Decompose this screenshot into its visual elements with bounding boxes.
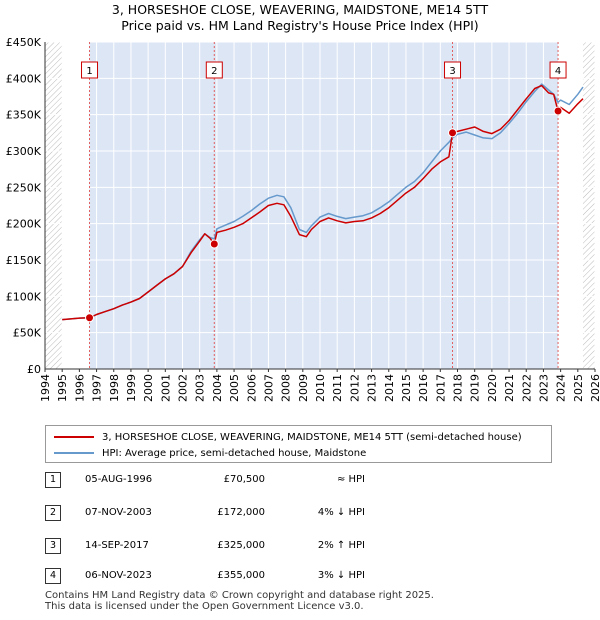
y-tick-label: £400K bbox=[6, 72, 42, 85]
x-tick-label: 1995 bbox=[56, 374, 69, 402]
x-tick-label: 2014 bbox=[383, 374, 396, 402]
transaction-number: 3 bbox=[45, 538, 61, 554]
x-tick-label: 2019 bbox=[469, 374, 482, 402]
x-tick-label: 2012 bbox=[348, 374, 361, 402]
y-tick-label: £350K bbox=[6, 109, 42, 122]
x-tick-label: 2022 bbox=[520, 374, 533, 402]
legend-swatch-property bbox=[54, 436, 94, 438]
y-tick-label: £150K bbox=[6, 254, 42, 267]
x-tick-label: 2015 bbox=[400, 374, 413, 402]
property-price-line bbox=[62, 84, 584, 321]
x-tick-label: 2002 bbox=[177, 374, 190, 402]
title-line-2: Price paid vs. HM Land Registry's House … bbox=[121, 18, 479, 33]
marker-box-label: 4 bbox=[555, 66, 561, 77]
y-tick-label: £300K bbox=[6, 145, 42, 158]
marker-box bbox=[549, 61, 567, 79]
transaction-price: £70,500 bbox=[223, 474, 265, 485]
x-tick-label: 2020 bbox=[486, 374, 499, 402]
price-chart: 1 2 3 4 £0 £50K £100K £150K £200K £250K £300K £350… bbox=[6, 36, 600, 402]
transaction-price: £355,000 bbox=[217, 570, 265, 581]
transaction-date: 14-SEP-2017 bbox=[85, 540, 149, 551]
x-tick-label: 2013 bbox=[366, 374, 379, 402]
y-tick-label: £0 bbox=[27, 363, 41, 376]
legend-item-hpi: HPI: Average price, semi-detached house,… bbox=[54, 446, 366, 460]
legend-label-property: 3, HORSESHOE CLOSE, WEAVERING, MAIDSTONE… bbox=[102, 431, 522, 443]
chart-title: 3, HORSESHOE CLOSE, WEAVERING, MAIDSTONE… bbox=[0, 2, 600, 34]
transaction-date: 06-NOV-2023 bbox=[85, 570, 152, 581]
transaction-hpi-compare: ≈ HPI bbox=[336, 474, 365, 485]
sale-point bbox=[448, 128, 458, 138]
ownership-shade bbox=[89, 42, 559, 369]
y-tick-label: £50K bbox=[13, 327, 42, 340]
x-tick-label: 2004 bbox=[211, 374, 224, 402]
y-tick-label: £450K bbox=[6, 36, 42, 49]
y-tick-label: £200K bbox=[6, 218, 42, 231]
table-row: 3 14-SEP-2017 £325,000 2% ↑ HPI bbox=[45, 538, 425, 558]
x-tick-label: 2001 bbox=[159, 374, 172, 402]
x-tick-label: 2000 bbox=[142, 374, 155, 402]
no-data-hatch-right bbox=[582, 42, 595, 369]
x-tick-label: 2016 bbox=[417, 374, 430, 402]
legend: 3, HORSESHOE CLOSE, WEAVERING, MAIDSTONE… bbox=[45, 425, 552, 463]
x-tick-label: 2017 bbox=[434, 374, 447, 402]
legend-item-property: 3, HORSESHOE CLOSE, WEAVERING, MAIDSTONE… bbox=[54, 430, 522, 444]
x-tick-label: 1999 bbox=[125, 374, 138, 402]
x-tick-label: 2007 bbox=[262, 374, 275, 402]
title-line-1: 3, HORSESHOE CLOSE, WEAVERING, MAIDSTONE… bbox=[111, 2, 489, 17]
x-tick-label: 2003 bbox=[194, 374, 207, 402]
x-tick-label: 2021 bbox=[503, 374, 516, 402]
marker-box bbox=[205, 61, 223, 79]
transaction-price: £325,000 bbox=[217, 540, 265, 551]
axes: £0 £50K £100K £150K £200K £250K £300K £350K £400… bbox=[6, 36, 600, 402]
table-row: 4 06-NOV-2023 £355,000 3% ↓ HPI bbox=[45, 568, 425, 588]
x-tick-label: 1998 bbox=[108, 374, 121, 402]
marker-box bbox=[81, 61, 99, 79]
x-tick-label: 2024 bbox=[555, 374, 568, 402]
sale-point bbox=[209, 239, 219, 249]
x-tick-label: 2008 bbox=[280, 374, 293, 402]
marker-box-label: 2 bbox=[211, 66, 217, 77]
table-row: 2 07-NOV-2003 £172,000 4% ↓ HPI bbox=[45, 505, 425, 525]
transaction-price: £172,000 bbox=[217, 507, 265, 518]
y-tick-label: £100K bbox=[6, 290, 42, 303]
x-tick-label: 2026 bbox=[589, 374, 600, 402]
transaction-hpi-compare: 2% ↑ HPI bbox=[317, 540, 365, 551]
x-tick-label: 1996 bbox=[73, 374, 86, 402]
x-tick-label: 1994 bbox=[39, 374, 52, 402]
x-tick-label: 2025 bbox=[572, 374, 585, 402]
y-tick-label: £250K bbox=[6, 181, 42, 194]
transaction-number: 1 bbox=[45, 472, 61, 488]
legend-swatch-hpi bbox=[54, 452, 94, 454]
x-tick-label: 2010 bbox=[314, 374, 327, 402]
no-data-hatch-left bbox=[45, 42, 63, 369]
transaction-date: 05-AUG-1996 bbox=[85, 474, 153, 485]
transaction-hpi-compare: 3% ↓ HPI bbox=[317, 570, 365, 581]
sale-point bbox=[553, 106, 563, 116]
x-tick-label: 2006 bbox=[245, 374, 258, 402]
legend-label-hpi: HPI: Average price, semi-detached house,… bbox=[102, 447, 367, 459]
footer-line-1: Contains HM Land Registry data © Crown c… bbox=[45, 590, 434, 601]
marker-boxes: 1 2 3 4 bbox=[81, 61, 567, 79]
sale-point bbox=[85, 313, 95, 323]
table-row: 1 05-AUG-1996 £70,500 ≈ HPI bbox=[45, 472, 425, 492]
x-tick-label: 2005 bbox=[228, 374, 241, 402]
footer-line-2: This data is licensed under the Open Gov… bbox=[45, 601, 364, 612]
transaction-number: 4 bbox=[45, 568, 61, 584]
x-tick-label: 2011 bbox=[331, 374, 344, 402]
x-tick-label: 2023 bbox=[537, 374, 550, 402]
x-tick-label: 1997 bbox=[91, 374, 104, 402]
transaction-date: 07-NOV-2003 bbox=[85, 507, 152, 518]
x-tick-label: 2018 bbox=[452, 374, 465, 402]
series bbox=[62, 83, 584, 321]
marker-box bbox=[444, 61, 462, 79]
x-tick-label: 2009 bbox=[297, 374, 310, 402]
transaction-number: 2 bbox=[45, 505, 61, 521]
marker-box-label: 1 bbox=[86, 66, 92, 77]
marker-box-label: 3 bbox=[449, 66, 455, 77]
sale-points bbox=[85, 106, 563, 323]
footer-attribution: Contains HM Land Registry data © Crown c… bbox=[45, 590, 434, 612]
transaction-hpi-compare: 4% ↓ HPI bbox=[317, 507, 365, 518]
